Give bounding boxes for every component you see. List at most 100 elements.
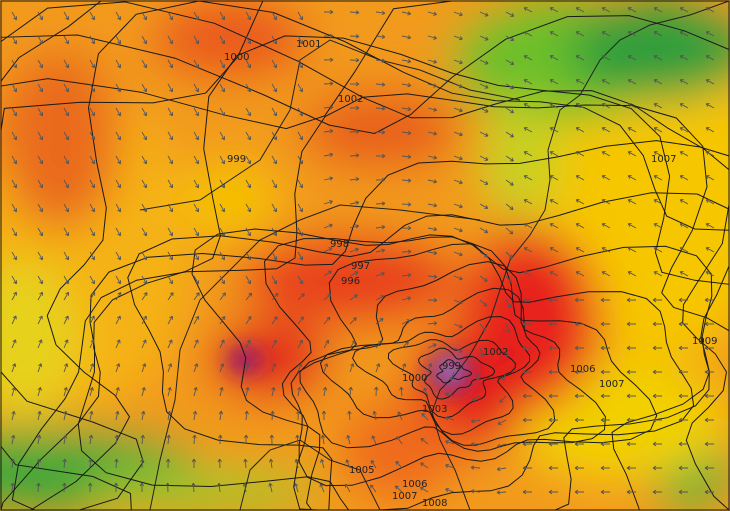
- wind-arrow-icon: [271, 363, 277, 373]
- wind-arrow-icon: [297, 35, 304, 45]
- wind-arrow-icon: [349, 58, 360, 63]
- wind-arrow-icon: [192, 410, 198, 421]
- wind-arrow-icon: [575, 271, 585, 277]
- wind-arrow-icon: [549, 7, 559, 13]
- wind-arrow-icon: [549, 271, 559, 277]
- wind-arrow-icon: [63, 291, 70, 301]
- wind-arrow-icon: [453, 35, 463, 41]
- wind-arrow-icon: [505, 179, 514, 186]
- wind-arrow-icon: [193, 83, 200, 93]
- wind-arrow-icon: [193, 227, 200, 237]
- wind-arrow-icon: [626, 489, 636, 495]
- wind-arrow-icon: [497, 419, 507, 425]
- wind-arrow-icon: [548, 441, 558, 447]
- wind-arrow-icon: [574, 321, 584, 327]
- wind-arrow-icon: [271, 386, 276, 397]
- wind-arrow-icon: [141, 292, 148, 301]
- wind-arrow-icon: [167, 275, 174, 285]
- wind-arrow-icon: [243, 434, 249, 445]
- wind-arrow-icon: [271, 11, 278, 21]
- wind-arrow-icon: [140, 458, 145, 469]
- wind-arrow-icon: [395, 460, 403, 469]
- wind-arrow-icon: [89, 35, 96, 45]
- wind-arrow-icon: [89, 363, 95, 373]
- wind-arrow-icon: [167, 83, 174, 93]
- wind-arrow-icon: [453, 107, 463, 113]
- wind-arrow-icon: [296, 410, 301, 421]
- wind-arrow-icon: [575, 55, 585, 61]
- wind-arrow-icon: [427, 179, 438, 184]
- wind-arrow-icon: [63, 107, 70, 117]
- wind-arrow-icon: [191, 458, 197, 469]
- wind-arrow-icon: [453, 155, 463, 161]
- wind-arrow-icon: [89, 227, 96, 237]
- wind-arrow-icon: [219, 292, 226, 301]
- wind-arrow-icon: [271, 179, 278, 189]
- wind-arrow-icon: [349, 34, 360, 39]
- wind-arrow-icon: [444, 392, 455, 397]
- wind-arrow-icon: [453, 131, 463, 137]
- wind-arrow-icon: [496, 490, 507, 495]
- wind-arrow-icon: [219, 275, 226, 285]
- wind-arrow-icon: [349, 247, 359, 253]
- wind-arrow-icon: [87, 482, 93, 493]
- wind-arrow-icon: [600, 465, 610, 471]
- wind-arrow-icon: [192, 434, 197, 445]
- wind-arrow-icon: [294, 458, 299, 469]
- wind-arrow-icon: [549, 151, 559, 157]
- wind-arrow-icon: [11, 203, 18, 213]
- wind-arrow-icon: [705, 127, 715, 133]
- wind-arrow-icon: [627, 127, 637, 133]
- wind-arrow-icon: [63, 131, 70, 141]
- wind-arrow-icon: [63, 203, 70, 213]
- wind-arrow-icon: [652, 321, 662, 327]
- wind-arrow-icon: [297, 386, 302, 397]
- wind-arrow-icon: [271, 227, 278, 237]
- wind-arrow-icon: [271, 83, 278, 93]
- isobar-label: 1003: [422, 404, 448, 415]
- wind-arrow-icon: [427, 321, 438, 326]
- wind-arrow-icon: [679, 223, 689, 229]
- wind-arrow-icon: [679, 247, 689, 253]
- wind-arrow-icon: [115, 59, 122, 69]
- wind-arrow-icon: [271, 316, 278, 325]
- wind-arrow-icon: [627, 271, 637, 277]
- wind-arrow-icon: [522, 393, 532, 399]
- wind-arrow-icon: [653, 7, 663, 13]
- wind-arrow-icon: [375, 153, 386, 159]
- wind-arrow-icon: [479, 347, 485, 357]
- wind-arrow-icon: [297, 316, 304, 325]
- wind-arrow-icon: [323, 33, 334, 39]
- wind-arrow-icon: [421, 413, 429, 421]
- wind-arrow-icon: [505, 131, 514, 138]
- wind-arrow-icon: [167, 386, 172, 397]
- wind-arrow-icon: [704, 369, 714, 375]
- wind-arrow-icon: [505, 83, 515, 90]
- wind-arrow-icon: [427, 250, 438, 256]
- wind-arrow-icon: [626, 321, 636, 327]
- wind-arrow-icon: [653, 127, 663, 133]
- isobar-label: 1002: [338, 94, 364, 105]
- wind-arrow-icon: [375, 295, 385, 301]
- wind-arrow-icon: [370, 459, 377, 469]
- wind-arrow-icon: [627, 79, 637, 85]
- wind-arrow-icon: [678, 369, 688, 375]
- wind-arrow-icon: [522, 321, 532, 327]
- wind-arrow-icon: [36, 482, 41, 493]
- wind-arrow-icon: [705, 103, 715, 109]
- wind-arrow-icon: [245, 251, 252, 261]
- wind-arrow-icon: [374, 386, 379, 397]
- wind-arrow-icon: [37, 203, 44, 213]
- wind-arrow-icon: [678, 321, 688, 327]
- wind-arrow-icon: [445, 416, 455, 421]
- wind-arrow-icon: [679, 127, 689, 133]
- wind-arrow-icon: [375, 363, 381, 373]
- wind-arrow-icon: [245, 203, 252, 213]
- wind-arrow-icon: [653, 199, 663, 205]
- wind-arrow-icon: [375, 224, 386, 230]
- wind-arrow-icon: [165, 458, 171, 469]
- wind-arrow-icon: [627, 199, 637, 205]
- wind-arrow-icon: [704, 393, 714, 399]
- wind-arrow-icon: [704, 465, 714, 471]
- wind-arrow-icon: [601, 79, 611, 85]
